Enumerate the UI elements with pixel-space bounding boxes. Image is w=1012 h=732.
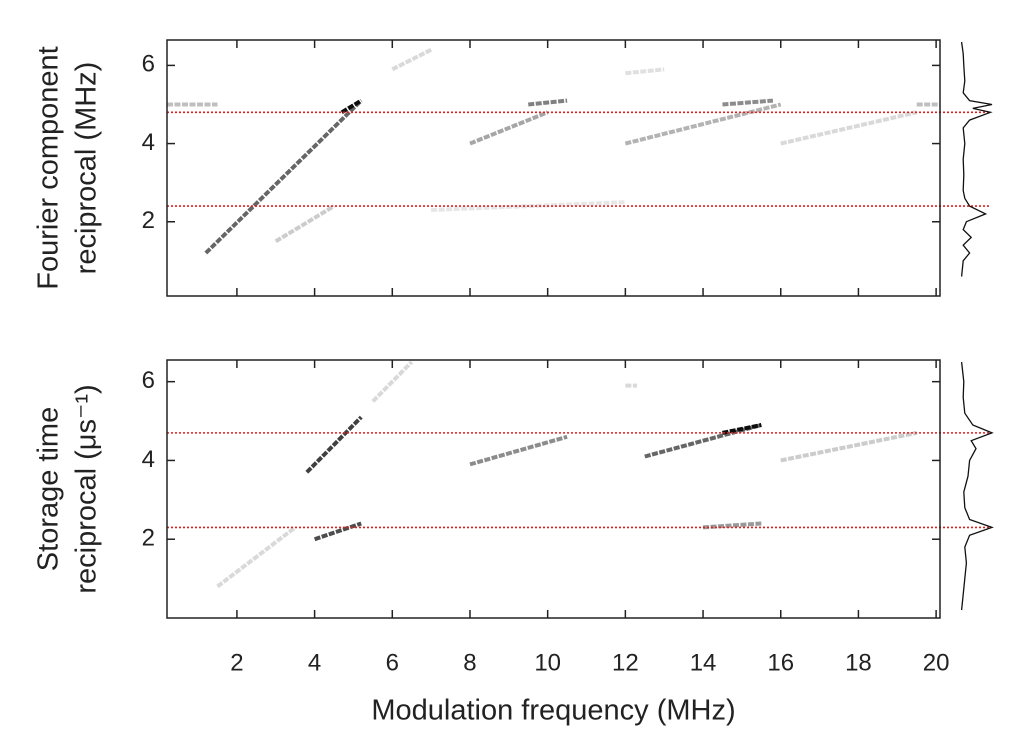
x-tick-label: 2	[230, 649, 243, 676]
profile-line	[960, 41, 993, 277]
y-tick-label: 2	[142, 525, 155, 552]
streak	[313, 521, 362, 542]
streak	[340, 98, 363, 115]
y-axis-label: reciprocal (μs⁻¹)	[71, 384, 103, 593]
y-tick-label: 2	[142, 207, 155, 234]
x-tick-label: 4	[308, 649, 321, 676]
plot-area	[167, 40, 940, 296]
profile-line	[960, 361, 994, 611]
x-axis-label: Modulation frequency (MHz)	[371, 695, 735, 727]
streak	[624, 102, 782, 146]
x-tick-label: 18	[845, 649, 872, 676]
streak	[204, 99, 363, 255]
streak	[780, 430, 918, 463]
y-axis-label: Fourier component	[33, 46, 65, 289]
y-tick-label: 4	[142, 446, 155, 473]
plot-frame	[166, 359, 941, 619]
x-tick-label: 10	[534, 649, 561, 676]
streak	[431, 200, 626, 213]
streak	[528, 98, 568, 107]
streak	[274, 204, 336, 243]
streak	[722, 98, 774, 107]
x-tick-label: 12	[612, 649, 639, 676]
streak	[722, 423, 762, 435]
y-axis-label: Storage time	[33, 407, 65, 571]
streak	[371, 360, 414, 403]
x-tick-label: 20	[923, 649, 950, 676]
streak	[305, 415, 363, 474]
x-tick-label: 14	[690, 649, 717, 676]
plot-frame	[166, 39, 941, 297]
streak	[469, 434, 568, 467]
x-tick-label: 6	[386, 649, 399, 676]
y-tick-label: 6	[142, 367, 155, 394]
x-tick-label: 8	[463, 649, 476, 676]
streak	[625, 67, 665, 76]
streak	[780, 110, 918, 146]
streak	[469, 110, 549, 146]
y-tick-label: 6	[142, 51, 155, 78]
plot-area	[167, 360, 940, 618]
x-tick-label: 16	[767, 649, 794, 676]
streak	[216, 525, 297, 589]
y-tick-label: 4	[142, 129, 155, 156]
y-axis-label: reciprocal (MHz)	[71, 62, 103, 275]
